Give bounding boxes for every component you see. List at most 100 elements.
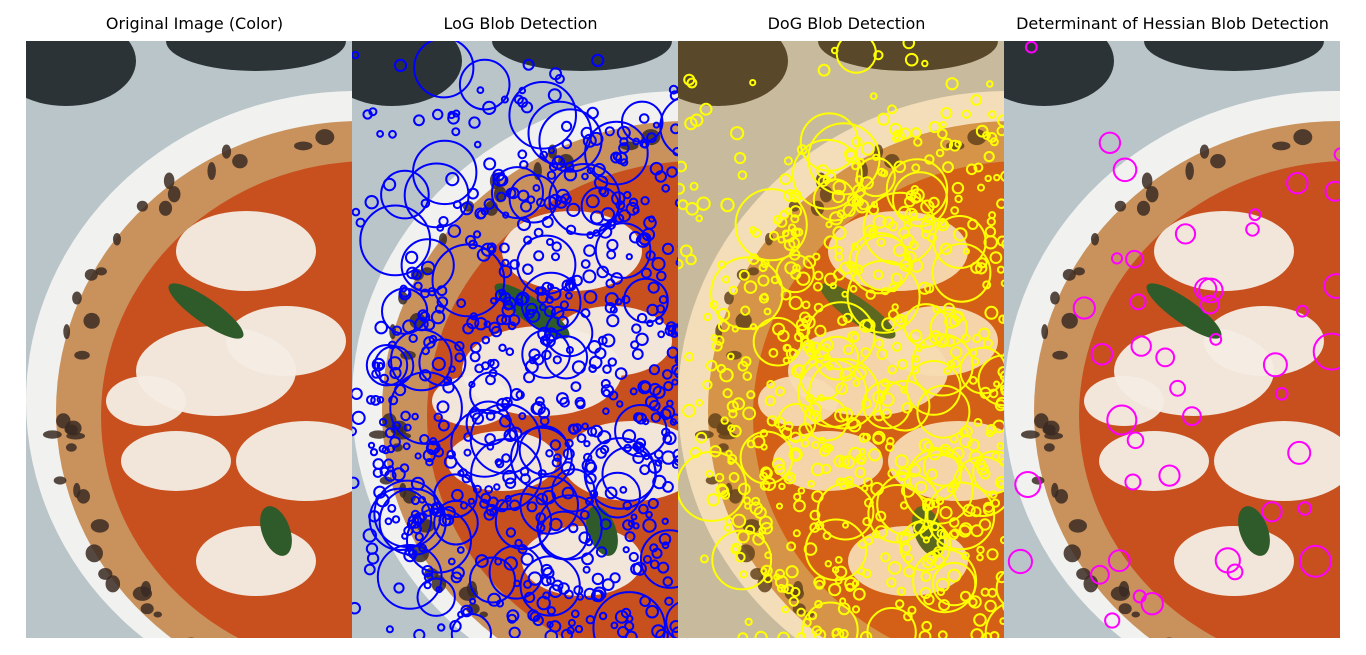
- blob-circle: [370, 395, 382, 406]
- blob-circle: [858, 432, 870, 443]
- blob-circle: [740, 356, 752, 367]
- blob-circle: [916, 384, 971, 439]
- blob-circle: [778, 482, 786, 491]
- blob-circle: [930, 522, 940, 532]
- blob-circle: [378, 417, 388, 427]
- blob-circle: [843, 344, 854, 356]
- blob-circle: [621, 294, 631, 305]
- blob-circle: [585, 472, 597, 485]
- char-spot: [1063, 544, 1081, 563]
- blob-circle: [921, 229, 931, 240]
- blob-circle: [777, 583, 786, 593]
- blob-circle: [474, 363, 485, 374]
- blob-circle: [1125, 249, 1144, 269]
- blob-circle: [808, 358, 880, 430]
- pizza-scene: [352, 41, 678, 638]
- blob-circle: [425, 458, 434, 467]
- blob-circle: [846, 259, 921, 334]
- blob-circle: [891, 303, 899, 311]
- blob-circle: [832, 180, 847, 194]
- blob-circle: [814, 599, 823, 609]
- blob-circle: [411, 412, 419, 421]
- blob-circle: [1200, 294, 1220, 315]
- blob-circle: [996, 125, 1004, 137]
- blob-circle: [912, 355, 921, 363]
- blob-circle: [545, 449, 554, 458]
- char-spot: [95, 267, 107, 276]
- blob-circle: [861, 484, 869, 492]
- blob-circle: [583, 244, 596, 257]
- blob-circle: [445, 172, 460, 187]
- blob-circle: [837, 602, 851, 616]
- blob-circle: [936, 587, 946, 597]
- blob-circle: [486, 242, 497, 253]
- blob-circle: [597, 430, 612, 445]
- blob-circle: [702, 379, 713, 390]
- blob-circle: [753, 506, 767, 519]
- blob-circle: [618, 209, 631, 223]
- blob-circle: [508, 173, 559, 224]
- blob-circle: [813, 628, 827, 638]
- blob-circle: [485, 411, 496, 421]
- blob-circle: [689, 181, 699, 191]
- blob-circle: [438, 216, 449, 227]
- blob-circle: [548, 147, 556, 155]
- blob-circle: [796, 144, 808, 155]
- blob-circle: [823, 272, 838, 287]
- blob-circle: [669, 90, 678, 101]
- blob-circle: [1104, 612, 1121, 629]
- blob-circle: [479, 498, 490, 509]
- blob-circle: [465, 235, 476, 246]
- blob-circle: [373, 485, 387, 499]
- blob-circle: [796, 632, 807, 638]
- blob-circle: [1112, 157, 1138, 183]
- blob-circle: [725, 449, 733, 457]
- blob-circle: [666, 346, 678, 359]
- blob-circle: [508, 81, 577, 150]
- blob-circle: [352, 476, 360, 489]
- blob-circle: [703, 312, 712, 322]
- blob-circle: [521, 329, 571, 379]
- char-spot: [1044, 432, 1064, 440]
- char-spot: [1043, 420, 1060, 436]
- blob-circle: [948, 139, 961, 152]
- blob-overlay: [1007, 41, 1340, 629]
- blob-circle: [967, 438, 981, 452]
- blob-circle: [936, 219, 949, 232]
- blob-circle: [903, 220, 913, 230]
- blob-circle: [922, 536, 930, 544]
- blob-circle: [454, 352, 465, 363]
- blob-circle: [983, 151, 995, 163]
- blob-circle: [536, 522, 546, 533]
- blob-circle: [519, 466, 530, 477]
- char-spot: [72, 291, 82, 305]
- blob-circle: [881, 287, 890, 296]
- blob-circle: [834, 408, 849, 423]
- blob-circle: [854, 466, 866, 479]
- blob-circle: [640, 267, 652, 279]
- blob-circle: [676, 355, 678, 364]
- blob-circle: [615, 200, 626, 211]
- blob-circle: [852, 587, 866, 601]
- cheese-patch: [226, 306, 346, 376]
- blob-circle: [381, 446, 390, 455]
- blob-circle: [456, 546, 465, 554]
- blob-circle: [1000, 170, 1004, 182]
- blob-circle: [781, 229, 790, 238]
- blob-circle: [491, 166, 544, 220]
- blob-circle: [984, 174, 992, 183]
- blob-circle: [622, 546, 630, 554]
- blob-circle: [376, 544, 443, 610]
- char-spot: [728, 489, 742, 504]
- char-spot: [167, 186, 181, 203]
- blob-circle: [662, 369, 673, 380]
- blob-circle: [645, 604, 660, 619]
- blob-circle: [632, 522, 640, 530]
- blob-circle: [463, 448, 472, 457]
- blob-circle: [594, 471, 642, 519]
- blob-circle: [873, 50, 884, 61]
- blob-circle: [419, 434, 430, 445]
- blob-circle: [533, 250, 545, 262]
- blob-circle: [548, 162, 559, 172]
- blob-circle: [731, 513, 747, 528]
